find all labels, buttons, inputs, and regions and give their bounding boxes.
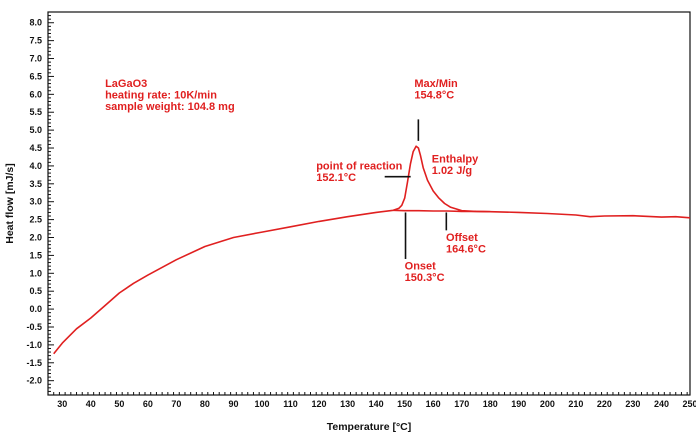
- y-tick-label: 2.5: [29, 215, 42, 225]
- x-tick-label: 220: [597, 399, 612, 409]
- x-axis: 30 40 50 60 70 80 90 100 110 120 130 140 150 160 170 18…: [47, 392, 696, 409]
- x-tick-label: 180: [483, 399, 498, 409]
- x-tick-label: 60: [143, 399, 153, 409]
- x-tick-label: 130: [340, 399, 355, 409]
- plot-frame: [47, 11, 691, 396]
- y-axis: 8.0 7.5 7.0 6.5 6.0 5.5 5.0 4.5 4.0 3.5 3.0 2.5 2.0 1…: [26, 11, 54, 396]
- y-tick-label: 7.5: [29, 36, 42, 46]
- x-tick-label: 90: [228, 399, 238, 409]
- y-tick-label: 1.5: [29, 250, 42, 260]
- y-tick-label: 5.5: [29, 107, 42, 117]
- offset-annotation-line: Offset: [446, 232, 478, 244]
- x-tick-label: 140: [369, 399, 384, 409]
- x-tick-label: 230: [625, 399, 640, 409]
- x-tick-label: 30: [57, 399, 67, 409]
- y-tick-label: 4.0: [29, 161, 42, 171]
- y-tick-label: 0.5: [29, 286, 42, 296]
- x-tick-label: 200: [540, 399, 555, 409]
- series-group: [53, 145, 691, 355]
- y-tick-label: 8.0: [29, 18, 42, 28]
- maxmin-annotation-line: 154.8°C: [414, 90, 454, 102]
- x-tick-label: 120: [312, 399, 327, 409]
- reaction-annotation-line: 152.1°C: [316, 172, 356, 184]
- y-tick-label: 3.5: [29, 179, 42, 189]
- baseline-line: [393, 209, 491, 213]
- y-tick-label: 4.5: [29, 143, 42, 153]
- maxmin-annotation-line: Max/Min: [414, 78, 458, 90]
- y-tick-label: 0.0: [29, 304, 42, 314]
- sample-annotation-line: LaGaO3: [105, 78, 147, 90]
- x-tick-label: 70: [171, 399, 181, 409]
- reaction-annotation-line: point of reaction: [316, 160, 402, 172]
- x-tick-label: 110: [283, 399, 298, 409]
- y-tick-label: 3.0: [29, 197, 42, 207]
- y-tick-label: -1.5: [26, 358, 42, 368]
- y-tick-label: 1.0: [29, 268, 42, 278]
- annotation-markers: [384, 119, 448, 259]
- heat-flow-curve: [53, 145, 691, 355]
- x-tick-label: 100: [254, 399, 269, 409]
- y-tick-label: -2.0: [26, 376, 42, 386]
- x-tick-label: 240: [654, 399, 669, 409]
- sample-annotation-line: heating rate: 10K/min: [105, 90, 217, 102]
- offset-annotation-line: 164.6°C: [446, 244, 486, 256]
- y-tick-label: -0.5: [26, 322, 42, 332]
- x-tick-label: 210: [568, 399, 583, 409]
- onset-annotation-line: Onset: [405, 261, 437, 273]
- onset-annotation-line: 150.3°C: [405, 272, 445, 284]
- enthalpy-annotation-line: Enthalpy: [432, 153, 479, 165]
- x-tick-label: 40: [86, 399, 96, 409]
- y-tick-label: 2.0: [29, 233, 42, 243]
- enthalpy-annotation-line: 1.02 J/g: [432, 165, 472, 177]
- y-tick-label: 6.5: [29, 71, 42, 81]
- x-tick-label: 190: [511, 399, 526, 409]
- y-tick-label: 7.0: [29, 54, 42, 64]
- sample-annotation-line: sample weight: 104.8 mg: [105, 101, 235, 113]
- y-axis-label: Heat flow [mJ/s]: [4, 163, 16, 244]
- x-axis-label: Temperature [°C]: [327, 421, 412, 433]
- y-tick-label: -1.0: [26, 340, 42, 350]
- x-tick-label: 80: [200, 399, 210, 409]
- x-tick-label: 250: [682, 399, 696, 409]
- y-tick-label: 5.0: [29, 125, 42, 135]
- x-tick-label: 170: [454, 399, 469, 409]
- y-tick-label: 6.0: [29, 89, 42, 99]
- x-tick-label: 160: [426, 399, 441, 409]
- x-tick-label: 50: [114, 399, 124, 409]
- x-tick-label: 150: [397, 399, 412, 409]
